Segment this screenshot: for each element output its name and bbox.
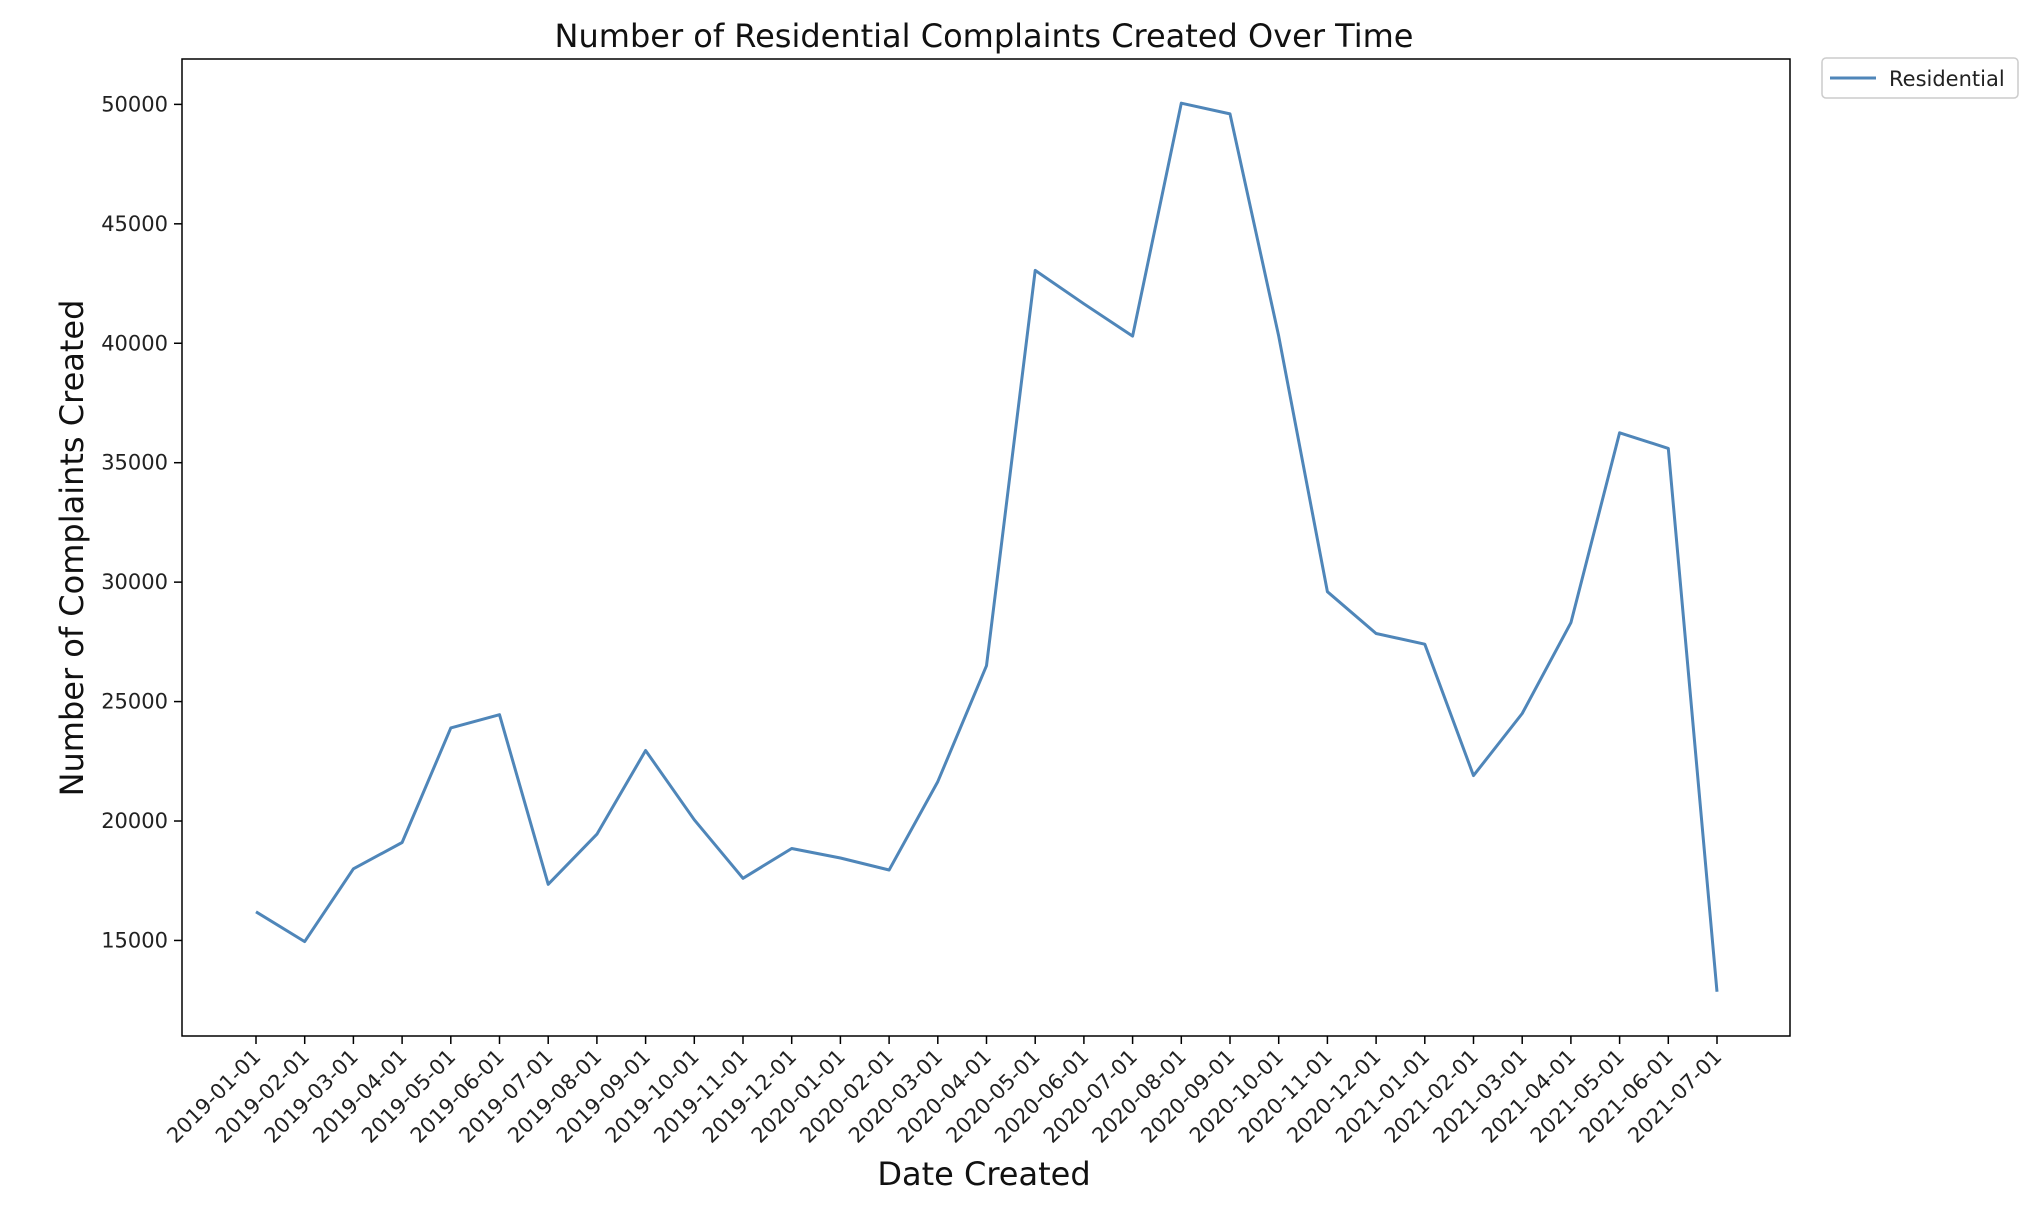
chart-title: Number of Residential Complaints Created… <box>555 17 1414 55</box>
y-tick-label-1: 20000 <box>101 809 168 833</box>
y-axis: 15000 20000 25000 30000 35000 40000 45000 50000 <box>101 92 182 952</box>
legend-box <box>1821 57 2019 99</box>
x-axis-title: Date Created <box>877 1155 1090 1193</box>
y-tick-label-2: 25000 <box>101 690 168 714</box>
y-tick-label-3: 30000 <box>101 570 168 594</box>
legend: Residential <box>1821 57 2019 99</box>
y-tick-label-0: 15000 <box>101 928 168 952</box>
y-tick-label-6: 45000 <box>101 212 168 236</box>
y-axis-title: Number of Complaints Created <box>53 300 91 797</box>
legend-label-residential: Residential <box>1889 67 2005 91</box>
series-layer <box>255 101 1719 992</box>
y-tick-label-5: 40000 <box>101 331 168 355</box>
y-tick-label-4: 35000 <box>101 451 168 475</box>
series-line-0 <box>255 101 1719 992</box>
y-tick-label-7: 50000 <box>101 92 168 116</box>
